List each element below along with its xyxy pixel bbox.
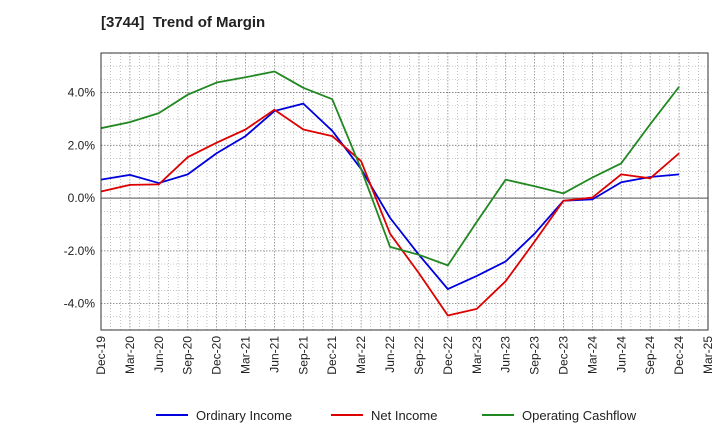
x-tick-label: Mar-23 [470,336,484,374]
x-tick-label: Mar-24 [585,336,599,374]
x-tick-label: Dec-23 [556,336,570,375]
x-tick-label: Jun-20 [152,336,166,373]
x-tick-label: Jun-24 [614,336,628,373]
y-tick-label: 0.0% [68,191,96,205]
x-tick-label: Sep-21 [296,336,310,375]
x-tick-label: Jun-23 [499,336,513,373]
x-tick-label: Mar-25 [701,336,715,374]
x-tick-label: Sep-20 [181,336,195,375]
x-tick-label: Sep-23 [528,336,542,375]
x-tick-label: Mar-21 [239,336,253,374]
y-tick-label: -2.0% [64,244,96,258]
y-axis-ticks: 4.0% 2.0% 0.0% -2.0% -4.0% [64,86,96,311]
x-tick-label: Dec-19 [94,336,108,375]
x-tick-label: Dec-22 [441,336,455,375]
x-tick-label: Dec-24 [672,336,686,375]
x-tick-label: Sep-22 [412,336,426,375]
x-tick-label: Sep-24 [643,336,657,375]
grid [100,52,709,331]
series-line-net-income [100,108,680,317]
legend-label: Ordinary Income [196,408,292,423]
series-lines [100,70,680,317]
series-line-operating-cashflow [100,70,680,267]
x-axis-ticks: Dec-19 Mar-20 Jun-20 Sep-20 Dec-20 Mar-21 Jun-… [94,336,715,375]
x-tick-label: Mar-20 [123,336,137,374]
legend: Ordinary Income Net Income Operating Cashf… [156,408,637,423]
x-tick-label: Dec-21 [325,336,339,375]
y-tick-label: -4.0% [64,297,96,311]
legend-label: Operating Cashflow [522,408,637,423]
plot-frame [100,52,709,331]
series-line-ordinary-income [100,102,680,291]
x-tick-label: Dec-20 [210,336,224,375]
y-tick-label: 2.0% [68,138,96,152]
legend-label: Net Income [371,408,437,423]
y-tick-label: 4.0% [68,86,96,100]
chart-title: [3744] Trend of Margin [101,14,266,31]
x-tick-label: Jun-22 [383,336,397,373]
x-tick-label: Mar-22 [354,336,368,374]
x-tick-label: Jun-21 [267,336,281,373]
